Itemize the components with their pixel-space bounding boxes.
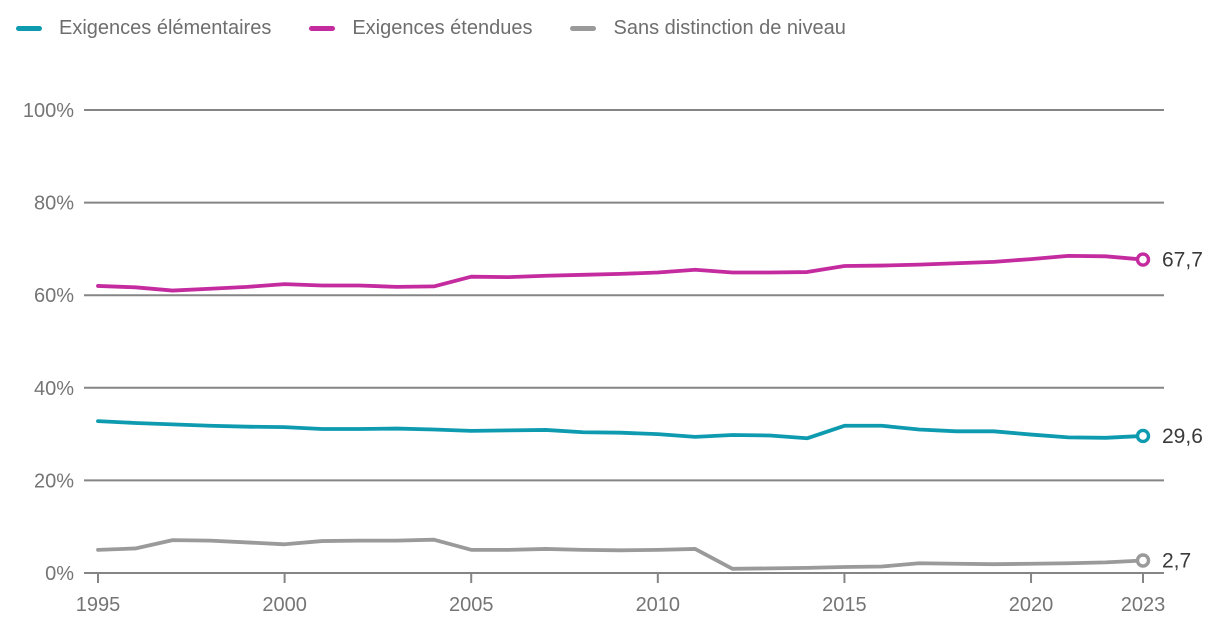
series-end-marker-2 [1135,553,1151,568]
x-axis-tick-label: 2000 [262,594,307,616]
chart-legend: Exigences élémentaires Exigences étendue… [16,17,846,40]
y-axis-tick-label: 80% [34,193,74,215]
legend-item-exigences-etendues: Exigences étendues [309,17,532,40]
series-end-value-label-1: 67,7 [1162,249,1203,272]
y-axis-tick-label: 20% [34,470,74,492]
x-axis-tick-label: 2020 [1009,594,1054,616]
x-axis-tick-label: 2010 [636,594,681,616]
series-end-value-label-0: 29,6 [1162,425,1203,448]
series-line-1 [96,253,1145,293]
series-end-marker-0 [1135,428,1151,444]
series-end-marker-1 [1135,252,1151,267]
series-line-0 [96,419,1145,441]
y-axis-tick-label: 100% [23,100,74,122]
series-line-2 [96,537,1145,571]
legend-swatch-teal-icon [16,26,42,31]
y-axis-tick-label: 0% [45,563,74,585]
y-axis-tick-label: 60% [34,285,74,307]
x-axis-tick-label: 2023 [1121,594,1166,616]
legend-label: Exigences élémentaires [59,17,272,39]
legend-label: Sans distinction de niveau [613,17,846,39]
legend-swatch-gray-icon [570,26,597,31]
legend-swatch-magenta-icon [309,26,336,31]
legend-item-sans-distinction: Sans distinction de niveau [570,17,846,40]
x-axis-tick-label: 1995 [76,594,121,616]
x-axis-tick-label: 2005 [449,594,494,616]
legend-item-exigences-elementaires: Exigences élémentaires [16,17,271,40]
x-axis-tick-label: 2015 [822,594,867,616]
y-axis-tick-label: 40% [34,378,74,400]
series-end-value-label-2: 2,7 [1162,549,1191,572]
legend-label: Exigences étendues [352,17,533,39]
